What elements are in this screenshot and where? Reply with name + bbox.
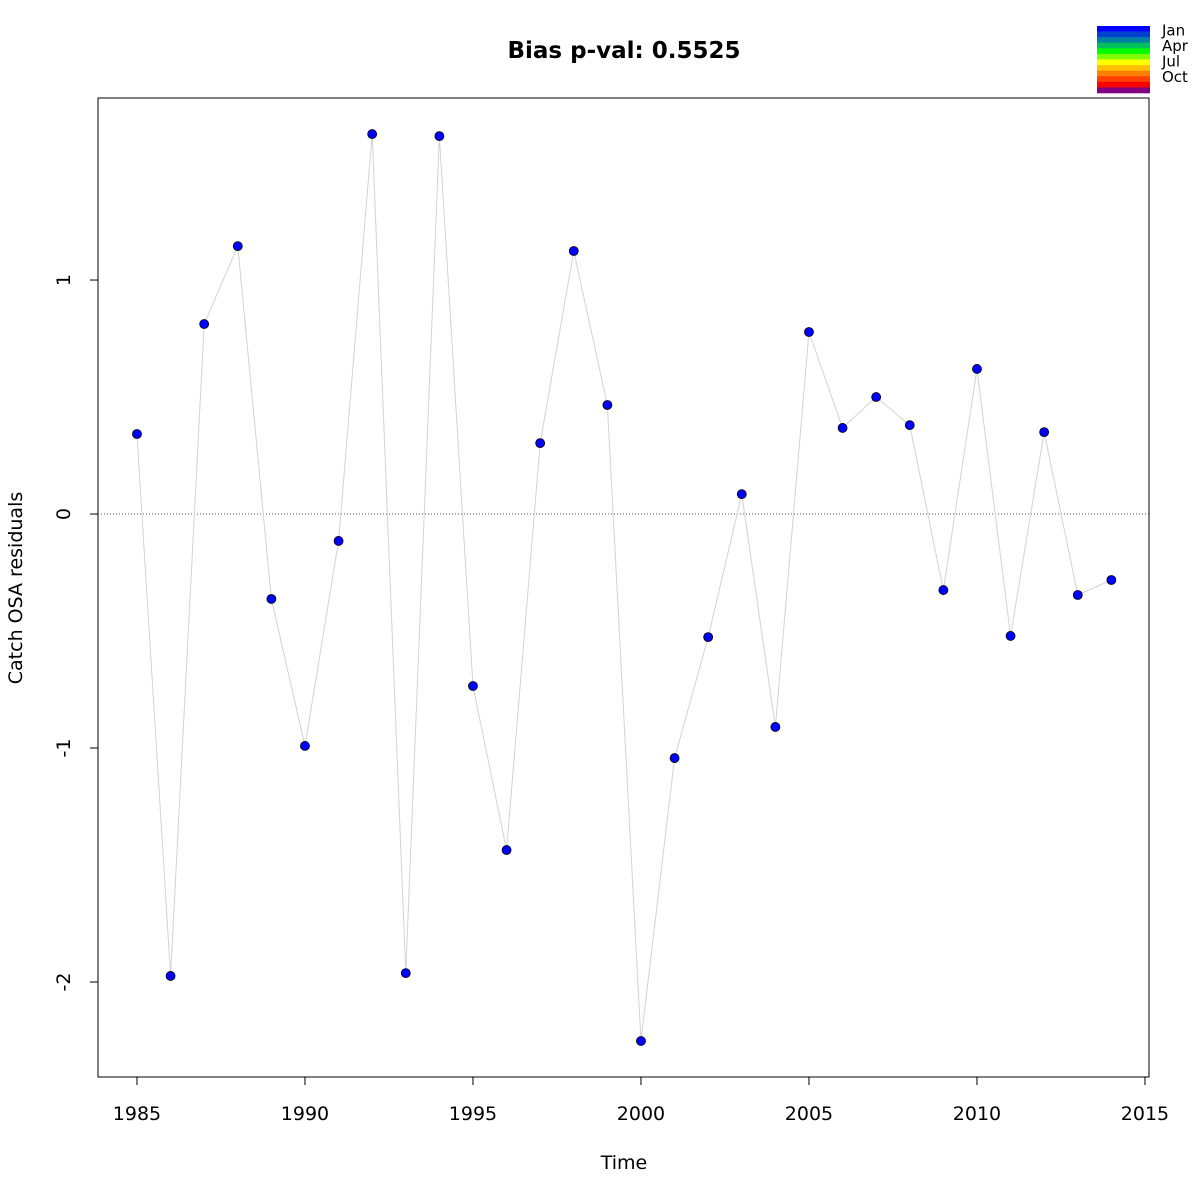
legend-swatch — [1097, 76, 1150, 83]
data-point — [501, 845, 512, 855]
legend-swatch — [1097, 59, 1150, 66]
data-point — [400, 968, 411, 979]
data-point — [165, 971, 176, 981]
data-point — [434, 131, 445, 142]
x-tick-label: 1990 — [281, 1103, 329, 1125]
data-point — [266, 594, 277, 604]
data-point — [1072, 590, 1083, 600]
legend-label: Jan — [1161, 22, 1185, 40]
data-point — [736, 489, 747, 500]
data-point — [602, 400, 613, 410]
legend-swatch — [1097, 42, 1150, 49]
data-point — [871, 392, 882, 402]
data-point — [770, 722, 781, 732]
data-point — [1106, 575, 1117, 585]
data-point — [132, 429, 142, 439]
y-tick-label: -2 — [53, 973, 75, 992]
data-point — [703, 632, 714, 643]
data-point — [199, 319, 210, 329]
connector-line — [136, 133, 1112, 1042]
data-point — [367, 129, 378, 139]
legend-swatch — [1097, 87, 1150, 94]
y-axis-label: Catch OSA residuals — [5, 492, 27, 684]
chart-title: Bias p-val: 0.5525 — [508, 38, 741, 64]
data-point — [1005, 631, 1016, 641]
data-point — [468, 681, 478, 691]
data-point — [972, 364, 982, 374]
data-point — [636, 1036, 646, 1046]
data-point — [938, 585, 949, 595]
legend-label: Oct — [1162, 68, 1188, 86]
legend-label: Apr — [1162, 37, 1189, 55]
legend-label: Jul — [1161, 53, 1180, 71]
plot-frame — [97, 97, 1150, 1078]
legend-swatch — [1097, 37, 1150, 44]
x-tick-label: 2005 — [785, 1103, 833, 1125]
legend-swatch — [1097, 26, 1150, 32]
x-axis-label: Time — [600, 1152, 648, 1174]
data-point — [904, 420, 915, 431]
x-tick-label: 1995 — [449, 1103, 497, 1125]
data-point — [232, 241, 243, 252]
y-tick-label: 1 — [53, 274, 75, 286]
legend-swatch — [1097, 70, 1150, 77]
x-tick-label: 1985 — [113, 1103, 161, 1125]
x-tick-label: 2015 — [1121, 1103, 1169, 1125]
legend-swatch — [1097, 65, 1150, 71]
y-tick-label: 0 — [53, 508, 75, 520]
legend-swatch — [1097, 81, 1150, 88]
data-point — [804, 327, 814, 337]
data-point — [1039, 427, 1050, 438]
data-point — [669, 753, 680, 763]
data-point — [837, 423, 848, 433]
legend-swatch — [1097, 53, 1150, 60]
data-point — [300, 741, 310, 751]
legend-swatch — [1097, 48, 1150, 55]
x-tick-label: 2010 — [953, 1103, 1001, 1125]
x-tick-label: 2000 — [617, 1103, 665, 1125]
y-tick-label: -1 — [53, 739, 75, 758]
legend-swatch — [1097, 31, 1150, 38]
data-point — [333, 536, 344, 546]
data-point — [568, 246, 579, 256]
data-point — [535, 438, 546, 449]
